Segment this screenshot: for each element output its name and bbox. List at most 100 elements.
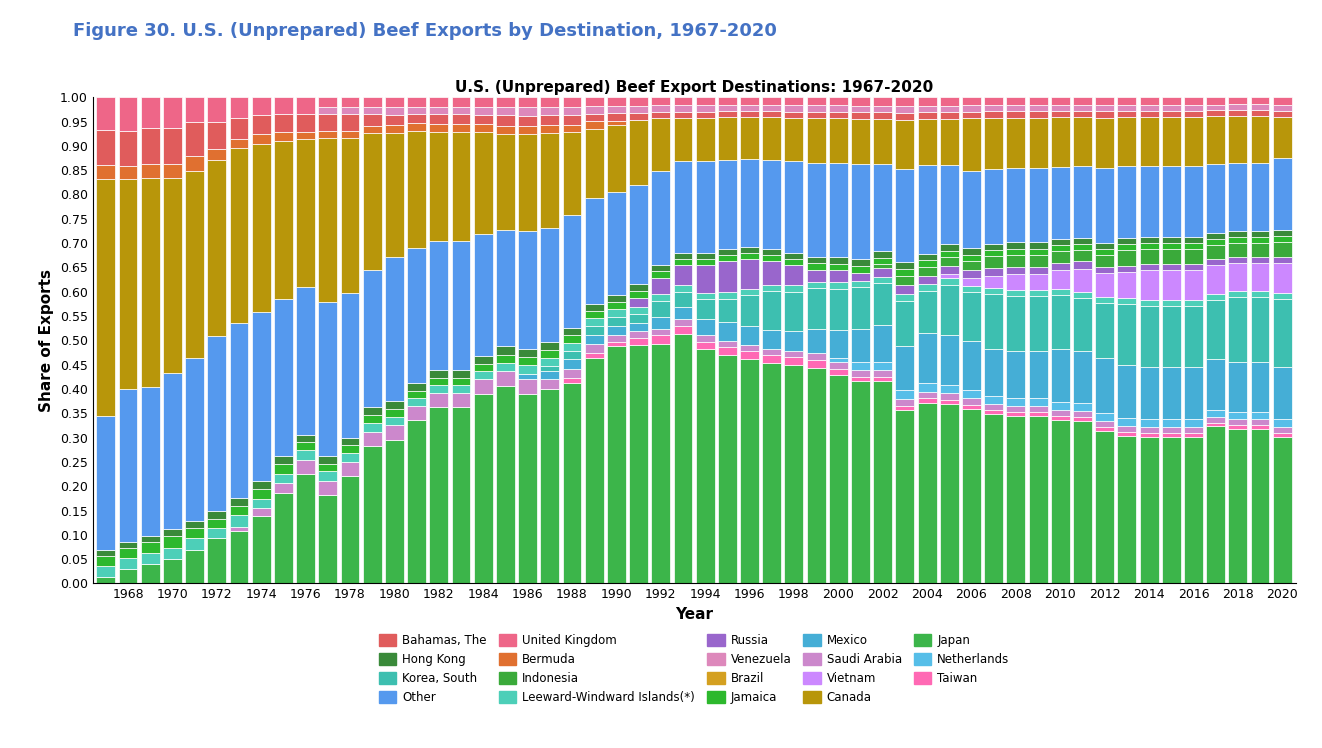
Bar bbox=[563, 335, 582, 343]
Bar bbox=[784, 111, 804, 118]
Bar bbox=[784, 97, 804, 105]
Bar bbox=[985, 349, 1003, 396]
Bar bbox=[607, 346, 625, 583]
Bar bbox=[452, 393, 471, 407]
Bar bbox=[940, 119, 958, 165]
Bar bbox=[163, 178, 182, 373]
Bar bbox=[829, 112, 847, 118]
Bar bbox=[1162, 166, 1181, 237]
Bar bbox=[119, 559, 137, 569]
Bar bbox=[740, 253, 759, 259]
Bar bbox=[784, 259, 804, 266]
Bar bbox=[607, 342, 625, 346]
Bar bbox=[230, 498, 249, 506]
Bar bbox=[452, 124, 471, 132]
Bar bbox=[407, 97, 426, 107]
Bar bbox=[629, 345, 648, 583]
Bar bbox=[341, 138, 360, 292]
Bar bbox=[274, 493, 293, 583]
Bar bbox=[652, 278, 670, 294]
Bar bbox=[563, 107, 582, 114]
Bar bbox=[607, 334, 625, 342]
Bar bbox=[629, 314, 648, 322]
Bar bbox=[763, 355, 781, 363]
Bar bbox=[518, 394, 537, 583]
Bar bbox=[1273, 257, 1292, 263]
Bar bbox=[119, 542, 137, 548]
Bar bbox=[584, 197, 604, 304]
Bar bbox=[1251, 163, 1269, 231]
Bar bbox=[341, 462, 360, 476]
Bar bbox=[673, 162, 693, 253]
Bar bbox=[784, 358, 804, 365]
Bar bbox=[607, 302, 625, 310]
Bar bbox=[740, 326, 759, 345]
Bar bbox=[1117, 245, 1137, 251]
Bar bbox=[1251, 116, 1269, 163]
Bar bbox=[141, 536, 160, 542]
Bar bbox=[296, 114, 315, 132]
Bar bbox=[1073, 105, 1092, 111]
Bar bbox=[1162, 367, 1181, 420]
Bar bbox=[385, 425, 403, 440]
Bar bbox=[518, 126, 537, 134]
Bar bbox=[874, 119, 892, 165]
Bar bbox=[1251, 263, 1269, 292]
Bar bbox=[185, 171, 204, 358]
Bar bbox=[629, 298, 648, 307]
Bar bbox=[917, 284, 936, 291]
Bar bbox=[740, 105, 759, 111]
Bar bbox=[430, 370, 448, 378]
Bar bbox=[430, 241, 448, 370]
Bar bbox=[341, 445, 360, 453]
Bar bbox=[917, 260, 936, 267]
Bar bbox=[1273, 293, 1292, 299]
Bar bbox=[895, 263, 915, 269]
Bar bbox=[518, 134, 537, 231]
Bar bbox=[695, 342, 715, 349]
Bar bbox=[851, 381, 870, 583]
Bar bbox=[874, 251, 892, 257]
Bar bbox=[784, 331, 804, 351]
Bar bbox=[385, 107, 403, 115]
Bar bbox=[496, 371, 514, 386]
Bar bbox=[1140, 420, 1158, 427]
Bar bbox=[541, 379, 559, 389]
Bar bbox=[1095, 168, 1114, 243]
Bar bbox=[1006, 111, 1026, 117]
Bar bbox=[341, 292, 360, 438]
Bar bbox=[829, 105, 847, 112]
Bar bbox=[97, 577, 115, 583]
Bar bbox=[1006, 97, 1026, 105]
Bar bbox=[874, 362, 892, 370]
Bar bbox=[806, 368, 825, 583]
Bar bbox=[629, 106, 648, 113]
Bar bbox=[940, 266, 958, 274]
Bar bbox=[1162, 249, 1181, 264]
Bar bbox=[985, 288, 1003, 294]
Bar bbox=[1140, 105, 1158, 111]
Bar bbox=[274, 298, 293, 456]
Bar bbox=[1228, 425, 1247, 429]
Bar bbox=[940, 404, 958, 583]
Bar bbox=[251, 481, 271, 489]
Bar bbox=[496, 108, 514, 115]
Bar bbox=[341, 453, 360, 462]
Bar bbox=[274, 141, 293, 298]
Bar bbox=[985, 411, 1003, 414]
Bar bbox=[185, 521, 204, 527]
Bar bbox=[1095, 243, 1114, 249]
Bar bbox=[940, 335, 958, 385]
Bar bbox=[319, 471, 337, 481]
Bar bbox=[1185, 249, 1203, 264]
Bar bbox=[1073, 421, 1092, 583]
Bar bbox=[251, 499, 271, 508]
Bar bbox=[430, 114, 448, 124]
Bar bbox=[851, 119, 870, 165]
Bar bbox=[141, 387, 160, 536]
Bar bbox=[1251, 257, 1269, 263]
Bar bbox=[1051, 111, 1069, 117]
Bar bbox=[385, 417, 403, 425]
Bar bbox=[895, 269, 915, 277]
Bar bbox=[874, 325, 892, 362]
